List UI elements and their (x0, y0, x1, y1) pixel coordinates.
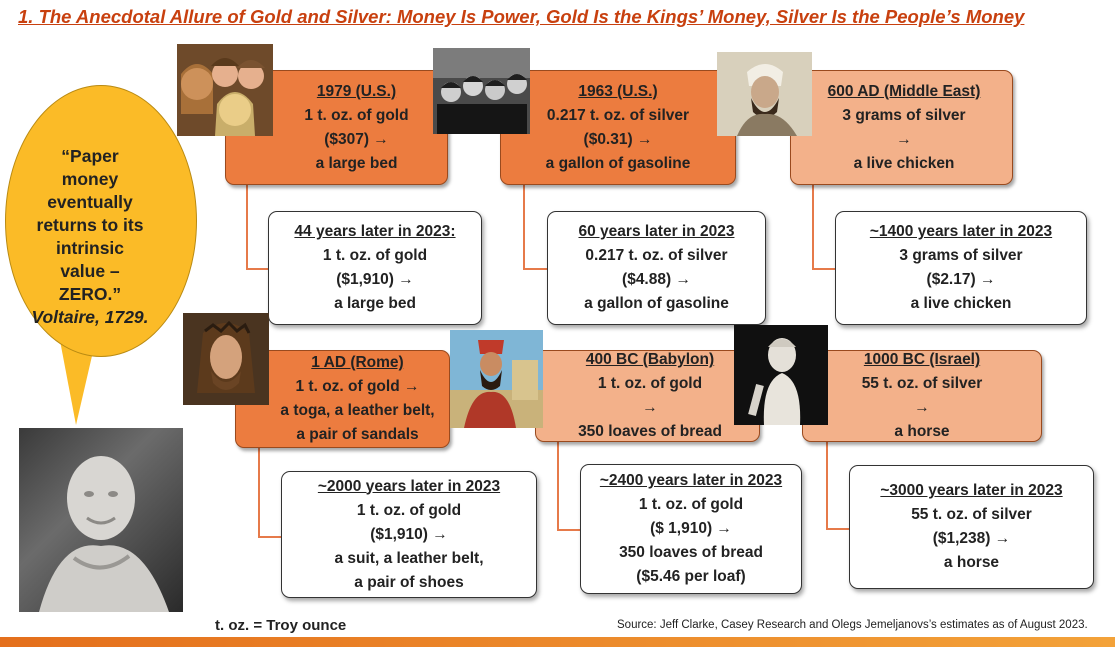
now-box-400bc: ~2400 years later in 2023 1 t. oz. of go… (580, 464, 802, 594)
source-note: Source: Jeff Clarke, Casey Research and … (617, 619, 1088, 631)
troy-ounce-footnote: t. oz. = Troy ounce (215, 617, 347, 634)
then-box-400bc: 400 BC (Babylon) 1 t. oz. of gold → 350 … (535, 350, 760, 442)
jesus-portrait-1ad (183, 313, 269, 405)
quote-author: Voltaire, 1729. (31, 307, 149, 327)
babylon-king-portrait (450, 330, 543, 428)
band-photo-1979 (177, 44, 273, 136)
now-box-1963: 60 years later in 2023 0.217 t. oz. of s… (547, 211, 766, 325)
bottom-accent-bar (0, 637, 1115, 647)
now-box-1000bc: ~3000 years later in 2023 55 t. oz. of s… (849, 465, 1094, 589)
quote-text: “Paper money eventually returns to its i… (20, 145, 160, 329)
now-box-1979: 44 years later in 2023: 1 t. oz. of gold… (268, 211, 482, 325)
page-title: 1. The Anecdotal Allure of Gold and Silv… (18, 6, 1025, 27)
middle-east-portrait (717, 52, 812, 136)
then-box-1ad: 1 AD (Rome) 1 t. oz. of gold → a toga, a… (235, 350, 450, 448)
now-box-600ad: ~1400 years later in 2023 3 grams of sil… (835, 211, 1087, 325)
david-statue-photo (734, 325, 828, 425)
then-box-600ad: 600 AD (Middle East) 3 grams of silver →… (790, 70, 1013, 185)
now-box-1ad: ~2000 years later in 2023 1 t. oz. of go… (281, 471, 537, 598)
then-box-1963: 1963 (U.S.) 0.217 t. oz. of silver ($0.3… (500, 70, 736, 185)
then-box-1000bc: 1000 BC (Israel) 55 t. oz. of silver → a… (802, 350, 1042, 442)
voltaire-statue-photo (19, 428, 183, 612)
beatles-photo-1963 (433, 48, 530, 134)
